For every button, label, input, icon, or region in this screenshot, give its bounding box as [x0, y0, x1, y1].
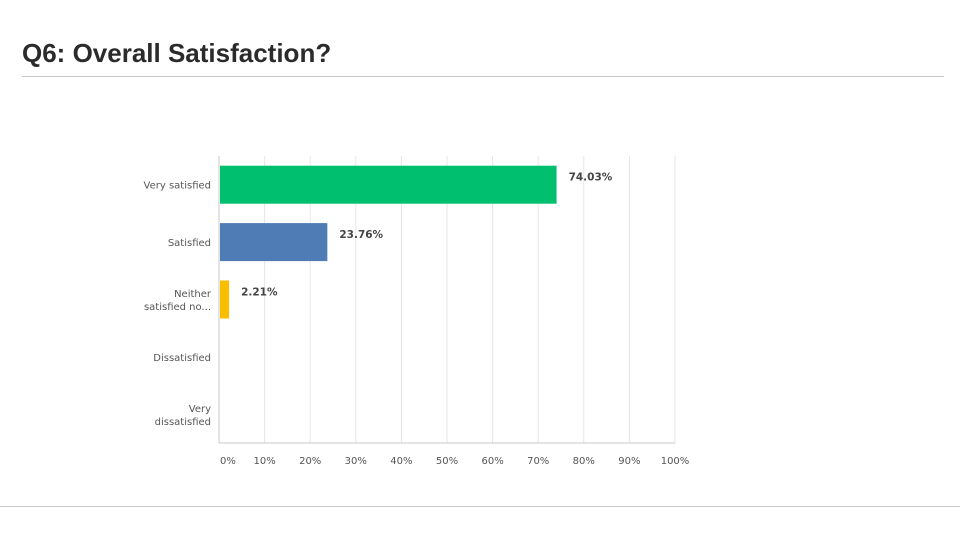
data-label: 74.03%: [569, 172, 613, 184]
bar: [220, 165, 557, 204]
x-tick-label: 20%: [299, 456, 321, 467]
slide-title: Q6: Overall Satisfaction?: [22, 38, 332, 68]
x-tick-label: 70%: [527, 456, 549, 467]
data-label: 2.21%: [241, 287, 278, 299]
data-label: 23.76%: [339, 229, 383, 241]
x-tick-label: 30%: [345, 456, 367, 467]
category-label-line: satisfied no...: [144, 302, 211, 313]
category-label: Very dissatisfied: [155, 404, 211, 428]
x-tick-label: 100%: [661, 456, 690, 467]
title-divider: [22, 76, 944, 77]
category-label-line: dissatisfied: [155, 417, 211, 428]
x-tick-label: 40%: [390, 456, 412, 467]
category-label: Very satisfied: [144, 181, 211, 192]
x-tick-label: 90%: [618, 456, 640, 467]
category-label: Dissatisfied: [153, 353, 211, 364]
x-tick-label: 0%: [220, 456, 236, 467]
x-tick-label: 80%: [573, 456, 595, 467]
category-label-line: Dissatisfied: [153, 353, 211, 364]
category-label-line: Very satisfied: [144, 181, 211, 192]
category-label-line: Satisfied: [168, 238, 211, 249]
category-label: Satisfied: [168, 238, 211, 249]
category-label: Neither satisfied no...: [144, 289, 212, 313]
bar: [220, 280, 230, 319]
x-tick-label: 50%: [436, 456, 458, 467]
category-label-line: Very: [189, 404, 211, 415]
category-label-line: Neither: [174, 289, 212, 300]
x-tick-label: 60%: [481, 456, 503, 467]
footer-divider: [0, 506, 960, 507]
bar: [220, 223, 328, 262]
x-tick-label: 10%: [253, 456, 275, 467]
